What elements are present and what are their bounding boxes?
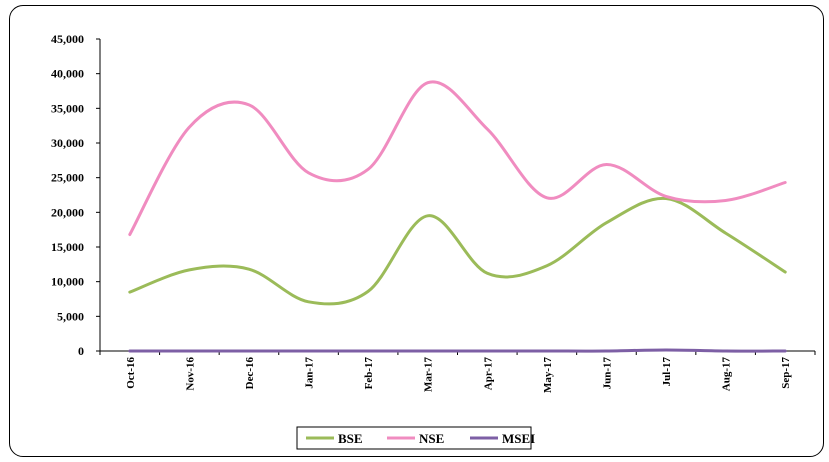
y-tick-label: 30,000 xyxy=(51,136,84,150)
y-tick-label: 40,000 xyxy=(51,67,84,81)
legend-label-bse: BSE xyxy=(338,431,363,446)
y-tick-label: 35,000 xyxy=(51,101,84,115)
y-tick-label: 15,000 xyxy=(51,240,84,254)
legend-label-nse: NSE xyxy=(419,431,444,446)
x-tick-label: Feb-17 xyxy=(363,357,375,390)
chart-frame xyxy=(9,5,824,457)
x-tick-label: Jul-17 xyxy=(661,357,673,387)
chart-axes xyxy=(99,39,815,352)
x-tick-label: Sep-17 xyxy=(780,357,792,389)
x-tick-label: Dec-16 xyxy=(244,357,256,390)
x-tick-label: Mar-17 xyxy=(423,357,435,393)
y-tick-label: 45,000 xyxy=(51,32,84,46)
x-tick-label: Nov-16 xyxy=(184,357,196,391)
legend-label-msei: MSEI xyxy=(502,431,535,446)
series-line-msei xyxy=(128,348,787,353)
x-axis-ticks: Oct-16 Nov-16 Dec-16 Jan-17 Feb-17 Mar-17 Apr-… xyxy=(99,351,816,394)
series-line-bse xyxy=(128,196,787,306)
legend: BSE NSE MSEI xyxy=(296,426,535,450)
x-tick-label: Jan-17 xyxy=(304,357,316,389)
x-tick-label: Apr-17 xyxy=(482,357,494,391)
y-axis-ticks: 0 5,000 10,000 15,000 20,000 25,000 30,000 35,0… xyxy=(51,32,100,358)
x-tick-label: Aug-17 xyxy=(721,357,733,392)
y-tick-label: 20,000 xyxy=(51,205,84,219)
y-tick-label: 10,000 xyxy=(51,275,84,289)
x-tick-label: May-17 xyxy=(542,357,554,394)
y-tick-label: 5,000 xyxy=(57,309,84,323)
series-lines xyxy=(128,80,787,353)
series-line-nse xyxy=(128,80,787,236)
y-tick-label: 25,000 xyxy=(51,171,84,185)
x-tick-label: Jun-17 xyxy=(601,357,613,390)
x-tick-label: Oct-16 xyxy=(125,357,137,389)
y-tick-label: 0 xyxy=(78,344,84,358)
